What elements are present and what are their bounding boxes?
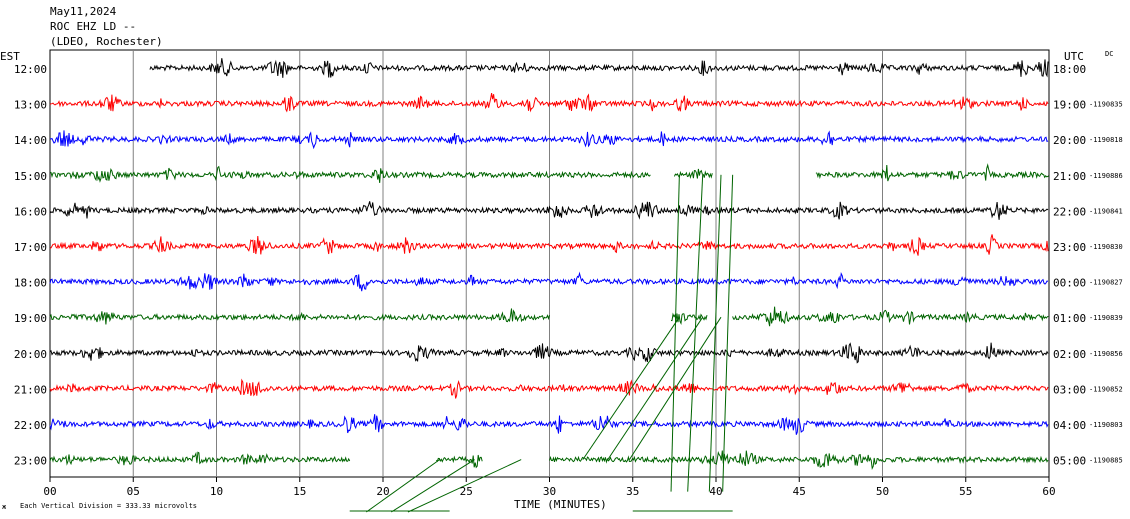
- utc-label: 05:00: [1053, 455, 1086, 468]
- dc-offset-label: -1190835: [1089, 101, 1123, 109]
- x-tick-label: 00: [43, 485, 56, 498]
- event-line: [628, 316, 722, 460]
- utc-label: 03:00: [1053, 383, 1086, 396]
- trace-2300: [435, 454, 483, 469]
- est-label: 14:00: [14, 134, 47, 147]
- dc-offset-label: -1190818: [1089, 136, 1123, 144]
- x-tick-label: 15: [293, 485, 306, 498]
- trace-1400: [49, 130, 1049, 150]
- trace-1500: [673, 168, 713, 179]
- est-label: 18:00: [14, 277, 47, 290]
- utc-label: 20:00: [1053, 134, 1086, 147]
- utc-label: 02:00: [1053, 348, 1086, 361]
- est-label: 22:00: [14, 419, 47, 432]
- x-tick-label: 10: [210, 485, 223, 498]
- event-line: [407, 459, 522, 513]
- trace-1500: [815, 163, 1049, 182]
- dc-offset-label: -1190839: [1089, 314, 1123, 322]
- time-gridlines: [132, 50, 967, 477]
- trace-1200: [149, 58, 1049, 78]
- event-line: [582, 316, 680, 460]
- x-tick-label: 40: [709, 485, 722, 498]
- x-tick-label: 05: [127, 485, 140, 498]
- utc-label: 04:00: [1053, 419, 1086, 432]
- dc-label: DC: [1105, 50, 1113, 58]
- x-tick-label: 30: [543, 485, 556, 498]
- trace-2100: [49, 378, 1049, 399]
- dc-offset-label: -1190885: [1089, 457, 1123, 465]
- trace-2300: [549, 450, 1049, 470]
- dc-offset-label: -1190803: [1089, 421, 1123, 429]
- trace-1300: [49, 93, 1049, 113]
- trace-2000: [49, 342, 1049, 364]
- utc-label: 23:00: [1053, 241, 1086, 254]
- est-label: 21:00: [14, 383, 47, 396]
- trace-1900: [732, 306, 1049, 327]
- event-line: [722, 174, 734, 492]
- utc-label: 19:00: [1053, 99, 1086, 112]
- trace-1500: [49, 165, 651, 183]
- trace-group: [49, 58, 1049, 470]
- right-axis-title: UTC: [1064, 50, 1084, 63]
- corner-mark: ж: [2, 503, 7, 511]
- x-tick-label: 45: [793, 485, 806, 498]
- x-tick-label: 35: [626, 485, 639, 498]
- event-line: [366, 459, 440, 513]
- est-label: 20:00: [14, 348, 47, 361]
- est-label: 19:00: [14, 312, 47, 325]
- est-label: 16:00: [14, 205, 47, 218]
- event-line: [670, 174, 680, 492]
- utc-label: 21:00: [1053, 170, 1086, 183]
- dc-offset-label: -1190830: [1089, 243, 1123, 251]
- utc-label: 22:00: [1053, 205, 1086, 218]
- x-axis-title: TIME (MINUTES): [514, 498, 607, 511]
- left-axis-title: EST: [0, 50, 20, 63]
- est-label: 12:00: [14, 63, 47, 76]
- x-axis-ticks: 00 05 10 15 20 25 30 35 40 45 50 55 60: [43, 477, 1056, 498]
- event-line: [687, 174, 704, 492]
- header-station: ROC EHZ LD --: [50, 20, 136, 33]
- est-label: 23:00: [14, 455, 47, 468]
- trace-1600: [49, 201, 1049, 220]
- trace-1900: [670, 312, 708, 326]
- x-tick-label: 50: [876, 485, 889, 498]
- est-label: 13:00: [14, 99, 47, 112]
- utc-label: 01:00: [1053, 312, 1086, 325]
- event-line: [708, 174, 722, 492]
- utc-label: 18:00: [1053, 63, 1086, 76]
- utc-label: 00:00: [1053, 277, 1086, 290]
- x-tick-label: 25: [460, 485, 473, 498]
- est-label: 15:00: [14, 170, 47, 183]
- est-label: 17:00: [14, 241, 47, 254]
- dc-offset-label: -1190852: [1089, 385, 1123, 393]
- x-tick-label: 55: [959, 485, 972, 498]
- trace-1800: [49, 271, 1049, 292]
- trace-2300: [49, 451, 351, 466]
- trace-1700: [49, 234, 1049, 256]
- scale-note: Each Vertical Division = 333.33 microvol…: [20, 502, 197, 510]
- dc-offset-label: -1190841: [1089, 207, 1123, 215]
- trace-2200: [49, 414, 1049, 435]
- dc-offset-label: -1190827: [1089, 279, 1123, 287]
- header-network: (LDEO, Rochester): [50, 35, 163, 48]
- dc-offset-label: -1190856: [1089, 350, 1123, 358]
- event-line: [607, 316, 704, 460]
- x-tick-label: 20: [376, 485, 389, 498]
- event-lines: [349, 174, 734, 513]
- event-line: [391, 459, 475, 513]
- trace-1900: [49, 308, 550, 325]
- x-tick-label: 60: [1042, 485, 1055, 498]
- header-date: May11,2024: [50, 5, 117, 18]
- dc-offset-label: -1190886: [1089, 172, 1123, 180]
